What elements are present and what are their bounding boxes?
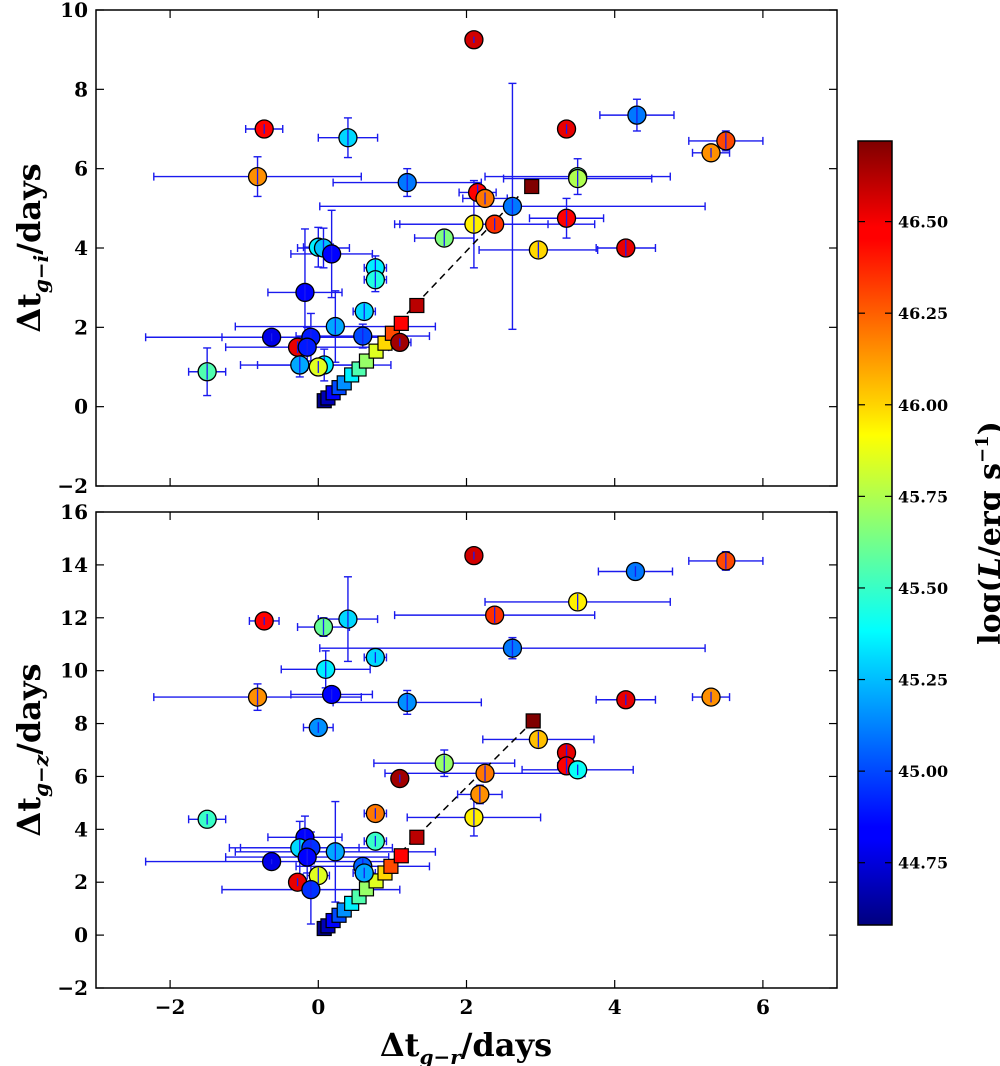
colorbar-tick-label: 46.25 bbox=[898, 304, 948, 323]
x-tick-label: −2 bbox=[155, 995, 186, 1019]
bottom-ylabel-sub: g−z bbox=[29, 754, 53, 797]
cbar-label-pre: log( bbox=[973, 578, 1000, 645]
model-square-marker bbox=[524, 178, 540, 195]
bottom-y-axis-label: Δtg−z/days bbox=[10, 663, 53, 836]
bottom-plot-frame bbox=[95, 511, 838, 989]
cbar-label-post: ) bbox=[973, 421, 1000, 435]
colorbar-ticks: 44.75 45.00 45.25 45.50 45.75 46.00 46.25 46.50 bbox=[858, 213, 948, 873]
xlabel-prefix: Δt bbox=[380, 1026, 420, 1064]
y-tick-label: 14 bbox=[60, 553, 88, 577]
bottom-axis-ticks: −2 0 2 4 6 −2 0 2 4 6 8 10 12 14 16 bbox=[57, 500, 837, 1019]
top-ylabel-prefix: Δt bbox=[10, 293, 48, 333]
xlabel-suffix: /days bbox=[461, 1026, 552, 1064]
y-tick-label: 8 bbox=[74, 77, 88, 101]
colorbar-tick-label: 46.50 bbox=[898, 213, 948, 232]
x-tick-label: 0 bbox=[311, 995, 325, 1019]
colorbar-tick-label: 44.75 bbox=[898, 854, 948, 873]
y-tick-label: −2 bbox=[57, 976, 88, 1000]
colorbar-gradient bbox=[857, 140, 893, 926]
colorbar-tick-label: 45.25 bbox=[898, 671, 948, 690]
y-tick-label: 0 bbox=[74, 923, 88, 947]
cbar-label-sup: −1 bbox=[972, 435, 993, 463]
y-tick-label: 6 bbox=[74, 764, 88, 788]
top-y-axis-label: Δtg−i/days bbox=[10, 163, 53, 332]
colorbar: 44.75 45.00 45.25 45.50 45.75 46.00 46.25 46.50… bbox=[857, 140, 1000, 926]
colorbar-tick-label: 45.50 bbox=[898, 579, 948, 598]
bottom-data-points bbox=[197, 545, 736, 900]
y-tick-label: 2 bbox=[74, 315, 88, 339]
y-tick-label: 10 bbox=[60, 659, 88, 683]
y-tick-label: 16 bbox=[60, 500, 88, 524]
top-panel: −2 0 2 4 6 8 10 Δtg−i/days bbox=[10, 0, 838, 498]
y-tick-label: 2 bbox=[74, 870, 88, 894]
colorbar-label: log(L/erg s−1) bbox=[972, 421, 1000, 645]
y-tick-label: 4 bbox=[74, 817, 88, 841]
top-ylabel-suffix: /days bbox=[10, 163, 48, 254]
model-square-marker bbox=[409, 829, 425, 845]
cbar-label-mid: /erg s bbox=[973, 463, 1000, 557]
y-tick-label: 8 bbox=[74, 712, 88, 736]
model-dashed-line bbox=[323, 195, 519, 402]
model-square-marker bbox=[393, 848, 409, 864]
top-model-squares bbox=[316, 178, 540, 409]
x-axis-label: Δtg−r/days bbox=[380, 1026, 552, 1066]
x-tick-label: 6 bbox=[756, 995, 770, 1019]
bottom-model-squares bbox=[316, 713, 541, 937]
y-tick-label: 6 bbox=[74, 157, 88, 181]
cbar-label-l: L bbox=[973, 557, 1000, 579]
colorbar-tick-label: 45.75 bbox=[898, 487, 948, 506]
colorbar-tick-label: 45.00 bbox=[898, 762, 948, 781]
model-square-marker bbox=[393, 315, 409, 331]
x-tick-label: 4 bbox=[608, 995, 622, 1019]
y-tick-label: 0 bbox=[74, 395, 88, 419]
top-ylabel-sub: g−i bbox=[29, 255, 53, 293]
x-tick-label: 2 bbox=[460, 995, 474, 1019]
xlabel-sub: g−r bbox=[419, 1045, 462, 1066]
top-model-line bbox=[323, 195, 519, 402]
bottom-panel: −2 0 2 4 6 −2 0 2 4 6 8 10 12 14 16 Δtg−z/days bbox=[10, 500, 838, 1019]
y-tick-label: −2 bbox=[57, 474, 88, 498]
bottom-ylabel-suffix: /days bbox=[10, 663, 48, 754]
model-square-marker bbox=[409, 297, 425, 314]
model-square-marker bbox=[525, 713, 541, 729]
bottom-ylabel-prefix: Δt bbox=[10, 797, 48, 837]
y-tick-label: 4 bbox=[74, 236, 88, 260]
top-data-points bbox=[197, 30, 736, 382]
top-plot-frame bbox=[95, 9, 838, 487]
y-tick-label: 10 bbox=[60, 0, 88, 22]
y-tick-label: 12 bbox=[60, 606, 88, 630]
colorbar-tick-label: 46.00 bbox=[898, 396, 948, 415]
top-axis-ticks: −2 0 2 4 6 8 10 bbox=[57, 0, 837, 498]
